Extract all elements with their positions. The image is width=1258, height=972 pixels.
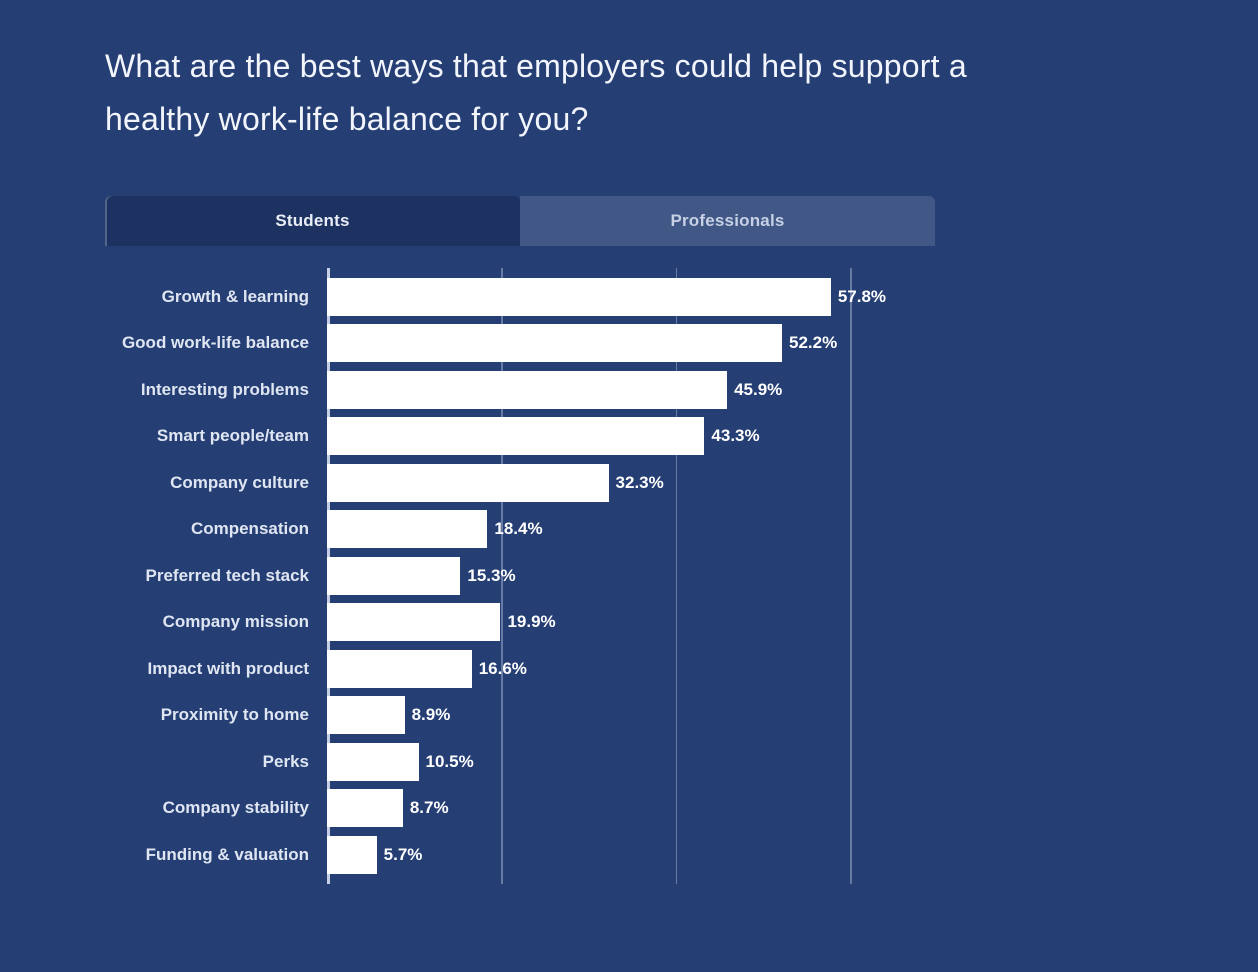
- bar-cell: 16.6%: [327, 646, 1155, 693]
- value-label: 32.3%: [615, 472, 664, 492]
- bar-row: Smart people/team 43.3%: [105, 413, 1155, 460]
- bar-row: Company mission 19.9%: [105, 599, 1155, 646]
- bar-row: Proximity to home 8.9%: [105, 692, 1155, 739]
- value-label: 8.9%: [411, 705, 451, 725]
- bar-row: Company culture 32.3%: [105, 460, 1155, 507]
- bar-cell: 18.4%: [327, 506, 1155, 553]
- value-label: 45.9%: [734, 379, 783, 399]
- bar[interactable]: [327, 277, 831, 316]
- bar-rows: Growth & learning 57.8% Good work-life bal…: [105, 274, 1155, 879]
- bar[interactable]: [327, 696, 405, 735]
- bar-row: Impact with product 16.6%: [105, 646, 1155, 693]
- bar-row: Good work-life balance 52.2%: [105, 320, 1155, 367]
- bar[interactable]: [327, 789, 403, 828]
- value-label: 5.7%: [383, 844, 423, 864]
- bar-row: Company stability 8.7%: [105, 785, 1155, 832]
- tab-students-label: Students: [275, 210, 350, 230]
- bar-cell: 57.8%: [327, 274, 1155, 321]
- tab-students[interactable]: Students: [105, 195, 520, 246]
- value-label: 10.5%: [425, 751, 474, 771]
- bar[interactable]: [327, 370, 728, 409]
- category-label: Perks: [262, 751, 309, 771]
- value-label: 43.3%: [711, 426, 760, 446]
- bar-cell: 5.7%: [327, 832, 1155, 879]
- bar-cell: 8.7%: [327, 785, 1155, 832]
- category-label: Preferred tech stack: [145, 565, 309, 585]
- tab-professionals-label: Professionals: [670, 210, 785, 230]
- bar-row: Compensation 18.4%: [105, 506, 1155, 553]
- category-label: Growth & learning: [161, 286, 309, 306]
- value-label: 15.3%: [467, 565, 516, 585]
- bar-cell: 19.9%: [327, 599, 1155, 646]
- category-label: Impact with product: [147, 658, 310, 678]
- category-label: Company culture: [170, 472, 309, 492]
- chart-title: What are the best ways that employers co…: [105, 48, 967, 137]
- bar-cell: 52.2%: [327, 320, 1155, 367]
- category-label: Company stability: [162, 798, 309, 818]
- category-label: Smart people/team: [156, 426, 309, 446]
- value-label: 57.8%: [837, 286, 887, 306]
- bar-cell: 8.9%: [327, 692, 1155, 739]
- bar-row: Preferred tech stack 15.3%: [105, 553, 1155, 600]
- category-label: Interesting problems: [140, 379, 309, 399]
- bar-cell: 45.9%: [327, 367, 1155, 414]
- bar-chart: Growth & learning 57.8% Good work-life bal…: [105, 267, 1155, 885]
- bar[interactable]: [327, 556, 461, 595]
- bar-cell: 10.5%: [327, 739, 1155, 786]
- value-label: 52.2%: [789, 333, 838, 353]
- category-label: Compensation: [190, 519, 309, 539]
- bar-row: Funding & valuation 5.7%: [105, 832, 1155, 879]
- bar-cell: 43.3%: [327, 413, 1155, 460]
- bar[interactable]: [327, 742, 419, 781]
- bar[interactable]: [327, 603, 501, 642]
- bar[interactable]: [327, 835, 377, 874]
- value-label: 16.6%: [478, 658, 527, 678]
- bar-cell: 32.3%: [327, 460, 1155, 507]
- bar[interactable]: [327, 324, 782, 363]
- bar[interactable]: [327, 510, 488, 549]
- bar-row: Interesting problems 45.9%: [105, 367, 1155, 414]
- value-label: 19.9%: [507, 612, 556, 632]
- bar-row: Growth & learning 57.8%: [105, 274, 1155, 321]
- category-label: Proximity to home: [160, 705, 309, 725]
- category-label: Funding & valuation: [145, 844, 309, 864]
- category-label: Company mission: [162, 612, 309, 632]
- value-label: 18.4%: [494, 519, 543, 539]
- bar[interactable]: [327, 463, 609, 502]
- bar[interactable]: [327, 649, 472, 688]
- bar-row: Perks 10.5%: [105, 739, 1155, 786]
- bar[interactable]: [327, 417, 705, 456]
- bar-cell: 15.3%: [327, 553, 1155, 600]
- tab-professionals[interactable]: Professionals: [520, 195, 935, 246]
- category-label: Good work-life balance: [121, 333, 309, 353]
- value-label: 8.7%: [409, 798, 449, 818]
- series-tabbar: Students Professionals: [105, 195, 935, 246]
